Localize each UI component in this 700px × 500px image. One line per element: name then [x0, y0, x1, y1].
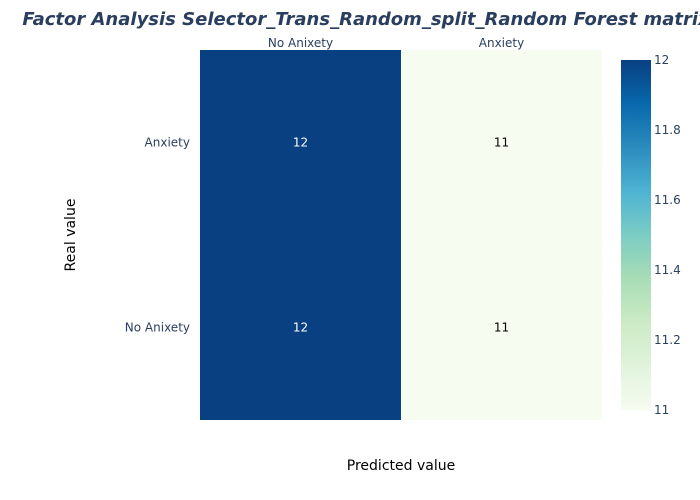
- colorbar-gradient: [621, 60, 651, 410]
- x-tick-label: No Anixety: [268, 36, 333, 50]
- cell-value-label: 11: [494, 136, 509, 150]
- y-tick-label: No Anixety: [125, 321, 190, 335]
- cell-value-label: 12: [293, 321, 308, 335]
- colorbar-tick-label: 12: [654, 53, 669, 67]
- heatmap-cell-r0-c0: [200, 50, 401, 235]
- y-axis-ticks: Anxiety No Anixety: [125, 136, 190, 335]
- x-tick-label: Anxiety: [479, 36, 524, 50]
- y-axis-title: Real value: [63, 199, 79, 272]
- chart-title: Factor Analysis Selector_Trans_Random_sp…: [22, 9, 700, 30]
- heatmap-cell-r0-c1: [401, 50, 602, 235]
- heatmap-cells: [200, 50, 602, 420]
- x-axis-ticks: No Anixety Anxiety: [268, 36, 524, 50]
- y-tick-label: Anxiety: [145, 136, 190, 150]
- cell-value-label: 11: [494, 321, 509, 335]
- heatmap-cell-labels: 12 11 12 11: [293, 136, 509, 335]
- heatmap-cell-r1-c1: [401, 235, 602, 420]
- colorbar-tick-label: 11.2: [654, 333, 681, 347]
- colorbar-tick-label: 11.6: [654, 193, 681, 207]
- colorbar-tick-label: 11.8: [654, 123, 681, 137]
- colorbar-ticks: 12 11.8 11.6 11.4 11.2 11: [654, 53, 681, 417]
- x-axis-title: Predicted value: [347, 458, 455, 474]
- colorbar-tick-label: 11.4: [654, 263, 681, 277]
- heatmap-cell-r1-c0: [200, 235, 401, 420]
- colorbar: 12 11.8 11.6 11.4 11.2 11: [621, 53, 681, 417]
- colorbar-tick-label: 11: [654, 403, 669, 417]
- cell-value-label: 12: [293, 136, 308, 150]
